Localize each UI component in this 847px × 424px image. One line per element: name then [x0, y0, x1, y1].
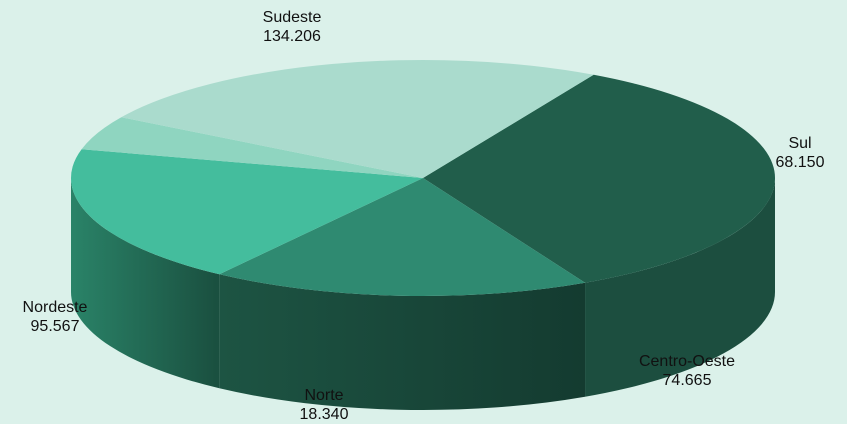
slice-sul	[219, 178, 586, 296]
label-centro-oeste-value: 74.665	[662, 372, 712, 389]
side-sul	[219, 274, 586, 410]
label-norte-name: Norte	[304, 387, 344, 404]
slice-centro-oeste	[70, 149, 423, 275]
slice-sudeste	[423, 74, 776, 283]
label-sudeste-value: 134.206	[263, 28, 321, 45]
label-nordeste-name: Nordeste	[22, 299, 88, 316]
label-sul: Sul 68.150	[765, 134, 835, 172]
label-sudeste-name: Sudeste	[262, 9, 322, 26]
label-sul-name: Sul	[788, 135, 812, 152]
label-centro-oeste: Centro-Oeste 74.665	[622, 352, 752, 390]
label-nordeste: Nordeste 95.567	[0, 298, 110, 336]
label-sudeste: Sudeste 134.206	[232, 8, 352, 46]
side-centro-oeste	[71, 178, 220, 389]
label-norte: Norte 18.340	[279, 386, 369, 424]
pie-sides	[71, 178, 775, 410]
slice-norte	[81, 117, 424, 178]
label-centro-oeste-name: Centro-Oeste	[638, 353, 736, 370]
label-norte-value: 18.340	[299, 406, 349, 423]
label-sul-value: 68.150	[775, 154, 825, 171]
slice-nordeste	[121, 59, 594, 178]
side-sudeste	[585, 178, 775, 397]
pie-tops	[70, 59, 776, 296]
label-nordeste-value: 95.567	[30, 318, 80, 335]
